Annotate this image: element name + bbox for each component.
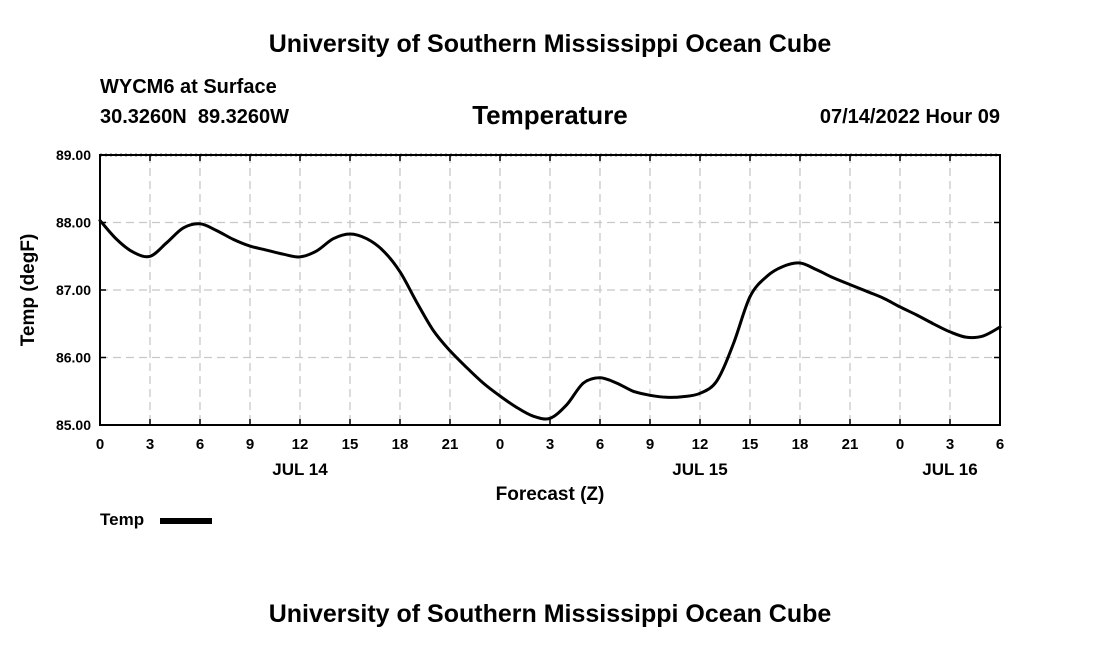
page-title-bottom: University of Southern Mississippi Ocean… [268,600,832,628]
x-axis-title: Forecast (Z) [496,484,605,505]
series-layer [98,219,1002,421]
x-tick-label: 3 [546,436,554,453]
x-tick-label: 3 [146,436,154,453]
datetime-label: 07/14/2022 Hour 09 [819,106,1000,128]
x-tick-label: 0 [96,436,104,453]
x-tick-label: 0 [496,436,504,453]
y-tick-label: 87.00 [56,282,91,298]
day-label: JUL 16 [922,460,977,479]
x-tick-label: 21 [842,436,859,453]
x-tick-label: 3 [946,436,954,453]
x-tick-label: 12 [692,436,709,453]
x-tick-label: 18 [792,436,809,453]
plot-title: Temperature [472,100,628,130]
x-tick-label: 18 [392,436,409,453]
station-label: WYCM6 at Surface [100,76,277,98]
page-title-top: University of Southern Mississippi Ocean… [268,30,832,58]
legend-swatch-temp [160,518,212,524]
day-label: JUL 14 [272,460,328,479]
coordinates-label: 30.3260N 89.3260W [100,106,290,128]
day-label: JUL 15 [672,460,727,479]
series-line-temp [98,219,1002,421]
x-tick-label: 9 [246,436,254,453]
axis-labels: 0 3 6 9 12 15 18 21 0 3 6 9 12 15 18 21 0 3 6 85.00 86.00 87.… [56,147,1004,479]
legend-label: Temp [100,510,145,529]
y-tick-label: 89.00 [56,147,91,163]
y-tick-label: 85.00 [56,417,91,433]
x-tick-label: 21 [442,436,459,453]
x-tick-label: 6 [196,436,204,453]
grid-lines [100,155,1000,425]
y-axis-title: Temp (degF) [18,234,39,347]
x-tick-label: 9 [646,436,654,453]
x-tick-label: 15 [342,436,359,453]
x-tick-label: 0 [896,436,904,453]
x-tick-label: 15 [742,436,759,453]
x-tick-label: 12 [292,436,309,453]
y-tick-label: 86.00 [56,350,91,366]
x-tick-label: 6 [996,436,1004,453]
x-tick-label: 6 [596,436,604,453]
y-tick-label: 88.00 [56,215,91,231]
